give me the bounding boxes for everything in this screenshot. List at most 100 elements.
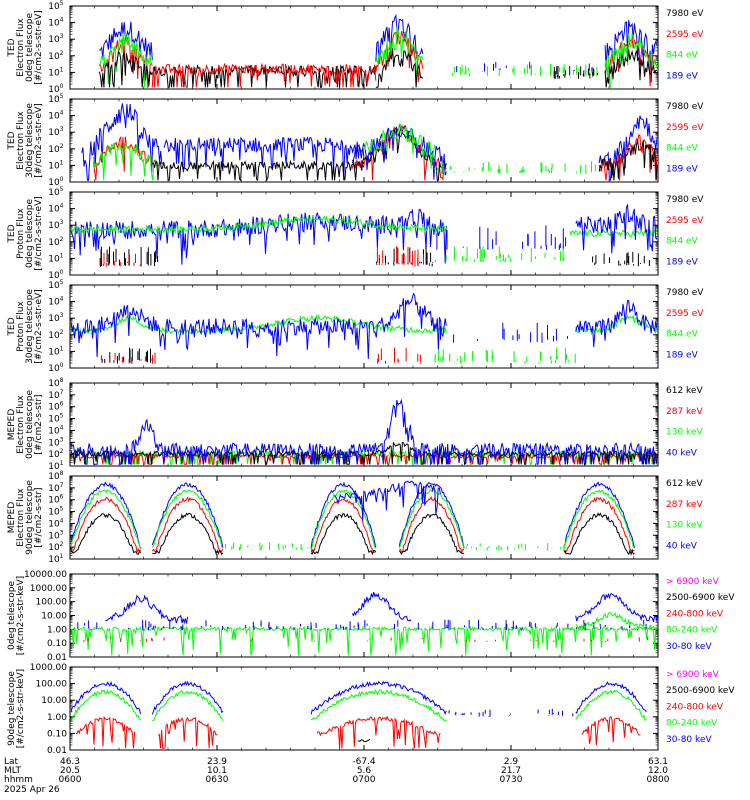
legend-entry: 287 keV (666, 500, 703, 510)
y-tick-label: 104 (48, 203, 63, 215)
trace-287kev (71, 496, 141, 554)
y-tick-label: 103 (48, 312, 63, 324)
y-axis-label: Proton Flux (16, 208, 26, 259)
trace-40kev (563, 481, 635, 548)
legend-entry: 80-240 keV (666, 626, 718, 636)
y-axis-label: [#/cm2-s-str-eV] (34, 289, 44, 364)
y-tick-label: 103 (48, 436, 63, 448)
trace-40kev (310, 481, 377, 549)
y-axis-label: MEPED (7, 502, 17, 534)
y-tick-label: 102 (48, 448, 63, 460)
legend-entry: 2595 eV (666, 309, 704, 319)
y-tick-label: 103 (48, 219, 63, 231)
y-tick-label: 101 (48, 66, 63, 78)
legend-entry: 844 eV (666, 144, 699, 154)
y-tick-exponent: 5 (60, 506, 64, 513)
trace-612kev (398, 513, 464, 555)
y-tick-exponent: 5 (60, 0, 64, 7)
y-tick-label: 104 (48, 296, 63, 308)
trace-7980ev (98, 50, 153, 88)
y-axis-label: 90deg telescope (25, 480, 35, 555)
x-tick-mlt: 5.6 (357, 766, 372, 776)
legend-entry: 2595 eV (666, 30, 704, 40)
legend-entry: 612 keV (666, 386, 703, 396)
traces (71, 680, 647, 749)
y-tick-exponent: 2 (60, 50, 64, 57)
y-axis-label: [#/cm2-s-str-keV] (16, 576, 26, 655)
y-tick-label: 105 (48, 506, 63, 518)
trace-612kev (152, 512, 224, 556)
y-tick-label: 10.00 (41, 696, 67, 706)
trace-240-800kev (581, 715, 641, 746)
y-tick-exponent: 0 (60, 176, 64, 183)
y-tick-label: 1000.00 (30, 584, 67, 594)
x-tick-mlt: 12.0 (648, 766, 668, 776)
y-tick-exponent: 3 (60, 219, 64, 226)
legend-entry: 2595 eV (666, 123, 704, 133)
y-tick-exponent: 4 (60, 17, 64, 24)
y-tick-label: 0.10 (47, 729, 67, 739)
y-tick-label: 100.00 (36, 680, 68, 690)
traces (81, 103, 657, 181)
y-tick-label: 0.01 (47, 746, 67, 756)
trace-40kev (398, 482, 465, 549)
y-tick-exponent: 8 (60, 470, 64, 477)
legend-entry: 2500-6900 keV (666, 686, 735, 696)
legend-entry: 189 eV (666, 165, 699, 175)
y-tick-exponent: 2 (60, 541, 64, 548)
y-axis-label: Electron Flux (16, 395, 26, 454)
trace-130kev (71, 489, 142, 550)
trace-30-80kev (351, 591, 412, 622)
panel-7: 0.01 0.10 1.00 10.00 100.00 1000.00 10000.00 0d… (7, 570, 735, 663)
trace-612kev (310, 513, 377, 556)
y-tick-exponent: 4 (60, 203, 64, 210)
y-tick-exponent: 2 (60, 329, 64, 336)
trace-30-80kev (151, 680, 224, 715)
trace-189ev (575, 299, 657, 348)
trace-189ev (71, 208, 447, 265)
trace-40kev (71, 398, 657, 465)
trace-612kev (563, 512, 635, 556)
y-axis-label: [#/cm2-s-str-eV] (34, 196, 44, 271)
legend-entry: > 6900 keV (666, 670, 720, 680)
traces (71, 398, 657, 465)
trace-40kev (334, 480, 441, 521)
trace-240-800kev (157, 716, 218, 749)
y-axis-label: [#/cm2-s-str-eV] (34, 103, 44, 178)
legend-entry: 7980 eV (666, 9, 704, 19)
y-tick-label: 105 (48, 186, 63, 198)
y-tick-label: 101 (48, 553, 63, 565)
plot-frame (69, 666, 659, 751)
x-tick-hhmm: 0600 (59, 775, 82, 785)
y-tick-label: 106 (48, 494, 63, 506)
y-tick-exponent: 6 (60, 401, 64, 408)
trace-844ev (71, 214, 447, 235)
y-axis-label: TED (7, 224, 17, 243)
trace-30-80kev (575, 681, 647, 714)
y-tick-label: 100.00 (36, 598, 68, 608)
trace-80-240kev (152, 690, 224, 722)
legend-entry: 130 keV (666, 521, 703, 531)
y-tick-label: 108 (48, 377, 63, 389)
y-tick-exponent: 3 (60, 126, 64, 133)
y-tick-label: 1.00 (47, 713, 67, 723)
trace-80-240kev (311, 689, 447, 722)
y-tick-label: 104 (48, 17, 63, 29)
legend-entry: 7980 eV (666, 195, 704, 205)
y-axis-label: 0deg telescope (25, 199, 35, 269)
y-tick-exponent: 4 (60, 110, 64, 117)
trace-844ev (375, 26, 424, 88)
trace-189ev (71, 292, 447, 360)
y-tick-exponent: 8 (60, 377, 64, 384)
trace-30-80kev (105, 594, 189, 625)
y-tick-exponent: 4 (60, 517, 64, 524)
legend-entry: 189 eV (666, 72, 699, 82)
y-axis-label: 90deg telescope (7, 671, 17, 746)
trace-240-800kev (316, 715, 441, 749)
y-tick-label: 101 (48, 252, 63, 264)
